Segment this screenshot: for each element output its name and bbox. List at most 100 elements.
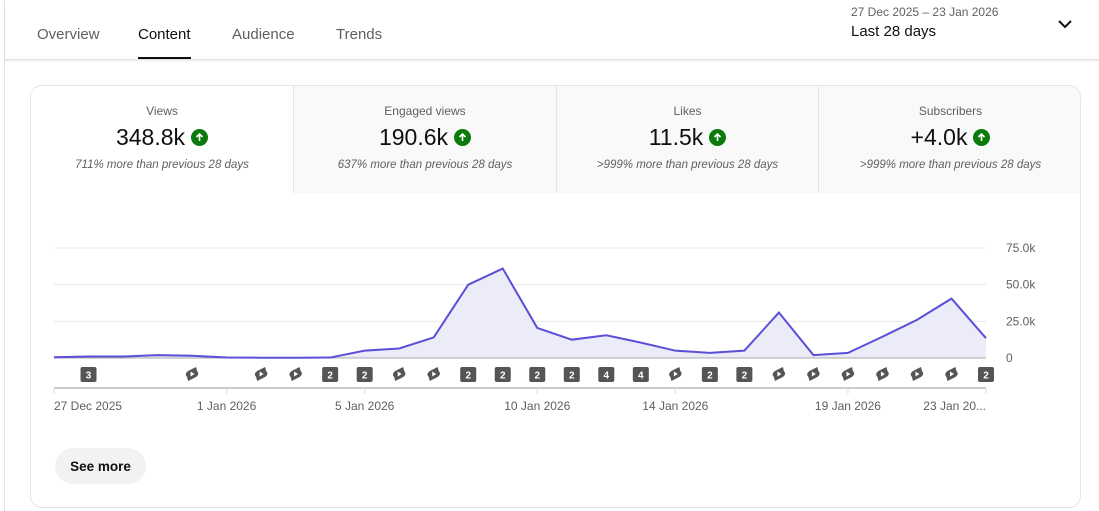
y-tick-label: 25.0k bbox=[1006, 314, 1036, 328]
marker-box bbox=[460, 367, 477, 382]
marker-count: 2 bbox=[742, 371, 748, 382]
marker-count: 4 bbox=[604, 371, 610, 382]
marker-count: 2 bbox=[465, 371, 471, 382]
play-triangle bbox=[949, 371, 954, 377]
y-tick-label: 0 bbox=[1006, 351, 1013, 365]
shorts-icon bbox=[392, 367, 406, 381]
tab-content[interactable]: Content bbox=[138, 26, 191, 59]
metric-delta: >999% more than previous 28 days bbox=[859, 159, 1042, 171]
marker-box bbox=[529, 367, 546, 382]
x-tick-label: 1 Jan 2026 bbox=[197, 399, 257, 413]
marker-count: 2 bbox=[500, 371, 506, 382]
metric-engaged-views[interactable]: Engaged views 190.6k 637% more than prev… bbox=[293, 86, 556, 193]
marker-box bbox=[978, 367, 994, 382]
play-triangle bbox=[190, 371, 195, 377]
x-tick-label: 14 Jan 2026 bbox=[642, 399, 708, 413]
play-triangle bbox=[777, 371, 782, 377]
metric-views[interactable]: Views 348.8k 711% more than previous 28 … bbox=[31, 86, 293, 193]
marker-box bbox=[80, 367, 97, 382]
shorts-icon bbox=[254, 367, 268, 381]
page-edge bbox=[4, 0, 5, 511]
metric-likes[interactable]: Likes 11.5k >999% more than previous 28 … bbox=[556, 86, 818, 193]
series-area bbox=[54, 268, 986, 358]
marker-count: 4 bbox=[638, 371, 644, 382]
upload-count-marker: 2 bbox=[529, 367, 546, 382]
upload-count-marker: 3 bbox=[80, 367, 97, 382]
y-tick-label: 50.0k bbox=[1006, 278, 1036, 292]
arrow-up-icon bbox=[191, 129, 209, 146]
play-triangle bbox=[673, 371, 678, 377]
metric-label: Subscribers bbox=[918, 104, 983, 118]
shorts-icon bbox=[427, 367, 440, 381]
shorts-icon bbox=[841, 367, 855, 381]
marker-box bbox=[356, 367, 373, 382]
marker-count: 2 bbox=[983, 371, 989, 382]
metric-value: 348.8k bbox=[115, 124, 186, 150]
marker-box bbox=[701, 367, 718, 382]
upload-count-marker: 2 bbox=[494, 367, 511, 382]
shorts-icon bbox=[910, 367, 924, 381]
play-triangle bbox=[846, 371, 851, 377]
shorts-icon bbox=[289, 367, 302, 381]
marker-box bbox=[494, 367, 511, 382]
metric-label: Views bbox=[146, 104, 178, 118]
play-triangle bbox=[259, 371, 264, 377]
tab-audience[interactable]: Audience bbox=[232, 26, 295, 43]
date-period-selector[interactable]: Last 28 days bbox=[851, 23, 937, 40]
tab-overview[interactable]: Overview bbox=[37, 26, 100, 43]
tab-trends[interactable]: Trends bbox=[336, 26, 383, 43]
x-tick-label: 19 Jan 2026 bbox=[815, 399, 881, 413]
upload-count-marker: 2 bbox=[460, 367, 477, 382]
x-tick-label: 23 Jan 20... bbox=[923, 399, 986, 413]
marker-box bbox=[632, 367, 649, 382]
metric-value: 11.5k bbox=[648, 124, 704, 150]
see-more-button[interactable]: See more bbox=[55, 448, 146, 484]
chevron-down-icon[interactable] bbox=[1056, 16, 1074, 32]
arrow-up-icon bbox=[454, 129, 472, 146]
play-triangle bbox=[915, 371, 920, 377]
marker-count: 3 bbox=[86, 371, 92, 382]
marker-box bbox=[563, 367, 580, 382]
x-tick-label: 10 Jan 2026 bbox=[504, 399, 570, 413]
date-range-text[interactable]: 27 Dec 2025 – 23 Jan 2026 bbox=[851, 5, 999, 19]
play-triangle bbox=[880, 371, 885, 377]
upload-count-marker: 4 bbox=[598, 367, 615, 382]
upload-count-marker: 2 bbox=[701, 367, 718, 382]
marker-box bbox=[598, 367, 615, 382]
metric-delta: >999% more than previous 28 days bbox=[596, 159, 779, 171]
metric-value: +4.0k bbox=[910, 124, 968, 150]
marker-count: 2 bbox=[534, 371, 540, 382]
shorts-icon bbox=[185, 367, 199, 381]
arrow-up-icon bbox=[709, 129, 727, 146]
shorts-icon bbox=[669, 367, 682, 381]
metric-value: 190.6k bbox=[378, 124, 449, 150]
marker-count: 2 bbox=[362, 371, 368, 382]
metric-delta: 637% more than previous 28 days bbox=[337, 159, 513, 171]
play-triangle bbox=[397, 371, 402, 377]
upload-count-marker: 2 bbox=[563, 367, 580, 382]
metric-subscribers[interactable]: Subscribers +4.0k >999% more than previo… bbox=[818, 86, 1080, 193]
play-triangle bbox=[811, 371, 816, 377]
play-triangle bbox=[294, 371, 299, 377]
metric-label: Engaged views bbox=[384, 104, 466, 118]
analytics-card: Views 348.8k 711% more than previous 28 … bbox=[30, 85, 1081, 508]
views-chart: 0 25.0k 50.0k 75.0k 3 2 2 2 2 2 2 4 4 2 2 2 27 Dec 2025 1… bbox=[53, 241, 1036, 413]
x-tick-label: 27 Dec 2025 bbox=[54, 399, 122, 413]
shorts-icon bbox=[807, 367, 820, 381]
upload-count-marker: 2 bbox=[322, 367, 339, 382]
marker-box bbox=[736, 367, 753, 382]
top-nav bbox=[5, 0, 1099, 60]
upload-count-marker: 2 bbox=[356, 367, 373, 382]
marker-count: 2 bbox=[569, 371, 575, 382]
shorts-icon bbox=[772, 367, 786, 381]
upload-count-marker: 2 bbox=[978, 367, 994, 382]
shorts-icon bbox=[945, 367, 958, 381]
upload-count-marker: 4 bbox=[632, 367, 649, 382]
x-tick-label: 5 Jan 2026 bbox=[335, 399, 395, 413]
arrow-up-icon bbox=[973, 129, 991, 146]
y-tick-label: 75.0k bbox=[1006, 241, 1036, 255]
metric-label: Likes bbox=[673, 104, 702, 118]
marker-box bbox=[322, 367, 339, 382]
upload-count-marker: 2 bbox=[736, 367, 753, 382]
play-triangle bbox=[432, 371, 437, 377]
